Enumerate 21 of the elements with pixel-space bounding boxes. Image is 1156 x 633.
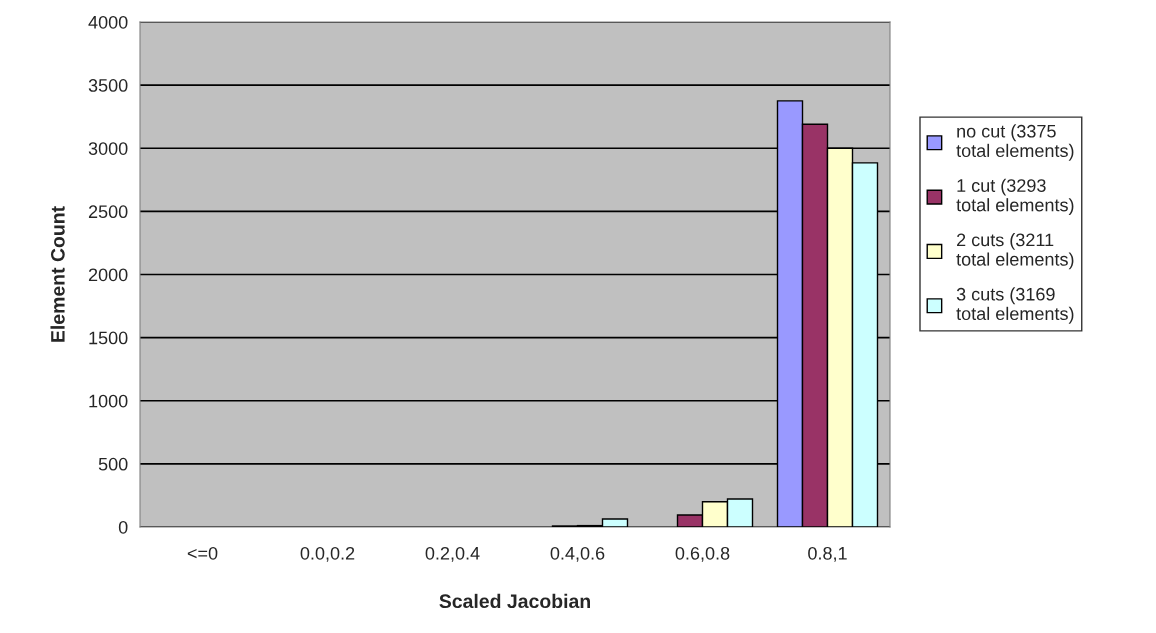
x-tick-label: <=0	[187, 546, 218, 560]
legend-label: 1 cut (3293 total elements)	[956, 178, 1074, 215]
y-axis-title: Element Count	[50, 206, 65, 342]
y-tick-label: 4000	[88, 15, 128, 29]
y-tick-label: 0	[118, 520, 128, 534]
y-tick-label: 3000	[88, 142, 128, 155]
legend-label: 3 cuts (3169 total elements)	[956, 287, 1074, 324]
y-tick-label: 2500	[88, 205, 128, 219]
legend-label: no cut (3375 total elements)	[956, 124, 1074, 161]
y-tick-label: 500	[98, 457, 128, 471]
y-tick-label: 1000	[89, 394, 128, 408]
x-tick-label: 0.0,0.2	[300, 546, 355, 562]
x-tick-label: 0.8,1	[808, 546, 847, 562]
x-tick-label: 0.4,0.6	[550, 546, 605, 562]
x-axis-title: Scaled Jacobian	[439, 593, 590, 609]
y-tick-label: 2000	[88, 268, 128, 282]
x-tick-label: 0.2,0.4	[425, 546, 480, 562]
legend-label: 2 cuts (3211 total elements)	[956, 233, 1074, 270]
y-tick-label: 3500	[88, 79, 128, 92]
x-tick-label: 0.6,0.8	[675, 546, 730, 562]
y-tick-label: 1500	[89, 331, 128, 345]
